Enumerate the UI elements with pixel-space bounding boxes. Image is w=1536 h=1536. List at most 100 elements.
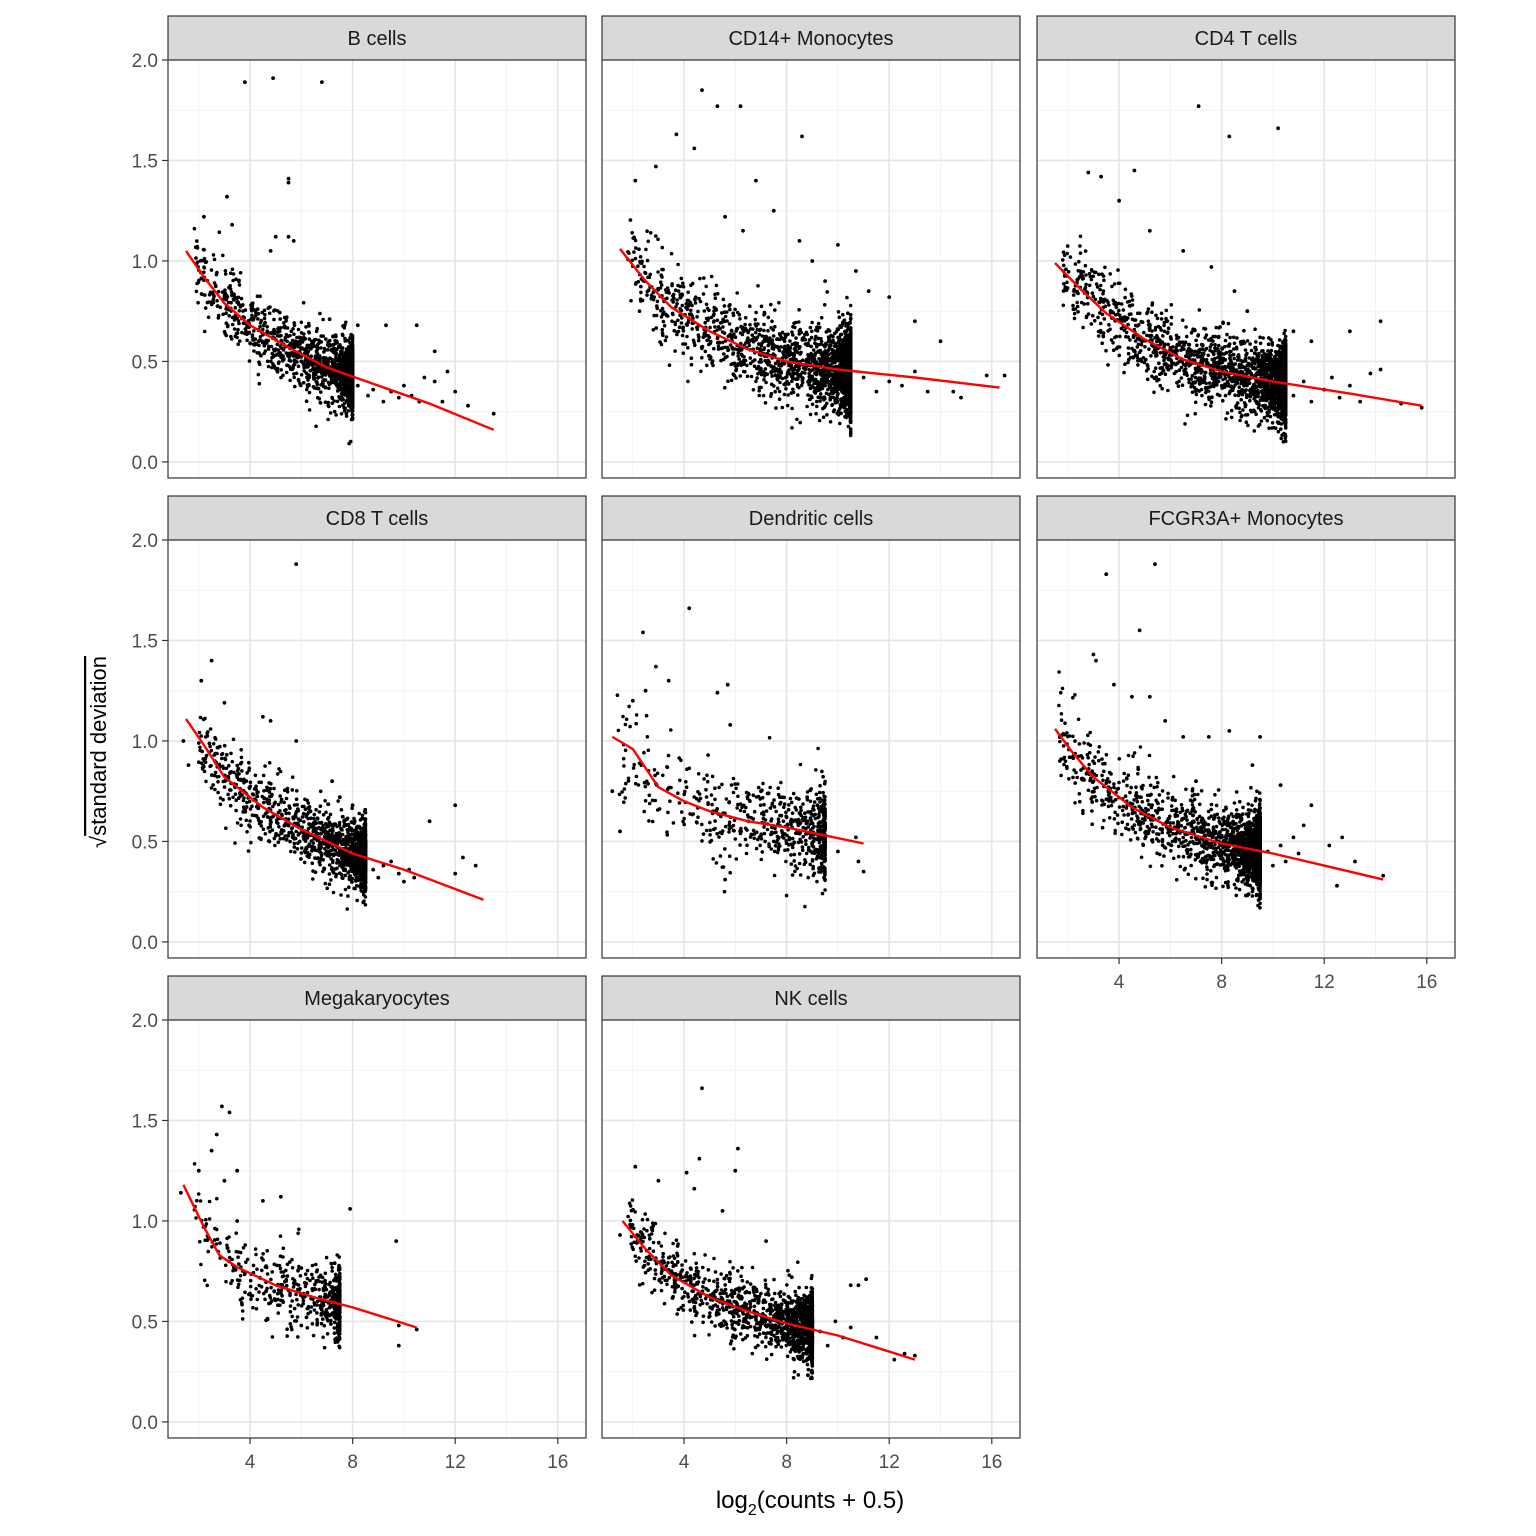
- data-point: [795, 417, 799, 422]
- data-point: [215, 299, 219, 303]
- data-point: [695, 327, 700, 332]
- data-point: [270, 351, 275, 356]
- data-point: [662, 323, 667, 328]
- data-point: [262, 308, 267, 313]
- data-point: [686, 303, 690, 308]
- data-point: [1104, 348, 1108, 353]
- y-axis: 0.00.51.01.52.0: [132, 51, 168, 474]
- data-point: [291, 327, 295, 331]
- data-point: [350, 392, 355, 397]
- data-point: [312, 377, 316, 381]
- data-point: [812, 381, 816, 386]
- data-point: [691, 338, 696, 343]
- data-point: [807, 375, 811, 379]
- data-point: [332, 399, 337, 403]
- data-point: [305, 365, 309, 369]
- data-point: [759, 304, 764, 309]
- facet-strip-label: B cells: [348, 28, 407, 50]
- data-point: [765, 372, 769, 377]
- data-point: [748, 356, 753, 360]
- data-point: [816, 388, 820, 393]
- data-point: [843, 414, 847, 419]
- data-point: [669, 251, 674, 256]
- data-point: [422, 375, 427, 380]
- data-point: [828, 420, 833, 424]
- data-point: [1075, 300, 1079, 305]
- data-point: [830, 347, 834, 352]
- data-point: [312, 366, 317, 371]
- data-point: [221, 312, 225, 317]
- data-point: [783, 383, 788, 387]
- data-point: [1071, 303, 1075, 308]
- data-point: [660, 245, 665, 250]
- data-point: [681, 284, 686, 289]
- data-point: [692, 146, 697, 151]
- data-point: [838, 375, 842, 380]
- data-point: [825, 372, 830, 377]
- data-point: [769, 364, 773, 368]
- data-point: [753, 330, 758, 335]
- data-point: [1261, 336, 1265, 340]
- data-point: [290, 338, 295, 343]
- data-point: [197, 278, 201, 283]
- data-point: [318, 311, 322, 316]
- data-point: [299, 373, 304, 377]
- data-point: [327, 386, 331, 391]
- data-point: [770, 374, 774, 378]
- data-point: [984, 373, 989, 378]
- data-point: [267, 344, 271, 349]
- data-point: [819, 357, 824, 362]
- data-point: [679, 321, 684, 325]
- data-point: [758, 347, 762, 351]
- data-point: [826, 387, 830, 392]
- data-point: [223, 288, 227, 293]
- data-point: [780, 330, 785, 335]
- data-point: [938, 339, 943, 344]
- data-point: [277, 360, 281, 364]
- data-point: [803, 332, 807, 337]
- data-point: [737, 312, 742, 317]
- data-point: [680, 316, 684, 320]
- data-point: [698, 299, 703, 304]
- data-point: [195, 260, 200, 264]
- data-point: [1255, 401, 1259, 406]
- data-point: [644, 247, 648, 252]
- data-point: [758, 327, 763, 332]
- data-point: [286, 180, 291, 185]
- data-point: [225, 294, 230, 299]
- data-point: [250, 313, 254, 318]
- data-point: [689, 312, 693, 316]
- data-point: [773, 369, 777, 373]
- data-point: [712, 309, 716, 313]
- data-point: [255, 317, 260, 321]
- data-point: [803, 365, 807, 370]
- data-point: [709, 355, 713, 360]
- data-point: [773, 373, 778, 377]
- y-tick-label: 1.0: [132, 252, 158, 273]
- data-point: [304, 325, 308, 329]
- data-point: [332, 350, 337, 354]
- data-point: [777, 300, 781, 305]
- data-point: [824, 342, 828, 347]
- data-point: [803, 342, 808, 346]
- data-point: [337, 404, 342, 409]
- data-point: [323, 373, 328, 377]
- data-point: [1100, 341, 1104, 346]
- data-point: [654, 234, 658, 238]
- data-point: [299, 331, 304, 335]
- data-point: [323, 400, 328, 405]
- data-point: [824, 350, 829, 354]
- data-point: [754, 379, 758, 384]
- data-point: [725, 319, 729, 323]
- data-point: [769, 370, 773, 375]
- data-point: [329, 374, 333, 379]
- data-point: [793, 325, 797, 330]
- data-point: [1102, 317, 1107, 321]
- data-point: [848, 399, 852, 403]
- data-point: [638, 261, 643, 265]
- data-point: [843, 344, 847, 348]
- data-point: [341, 333, 345, 338]
- data-point: [738, 104, 743, 109]
- data-point: [755, 327, 760, 332]
